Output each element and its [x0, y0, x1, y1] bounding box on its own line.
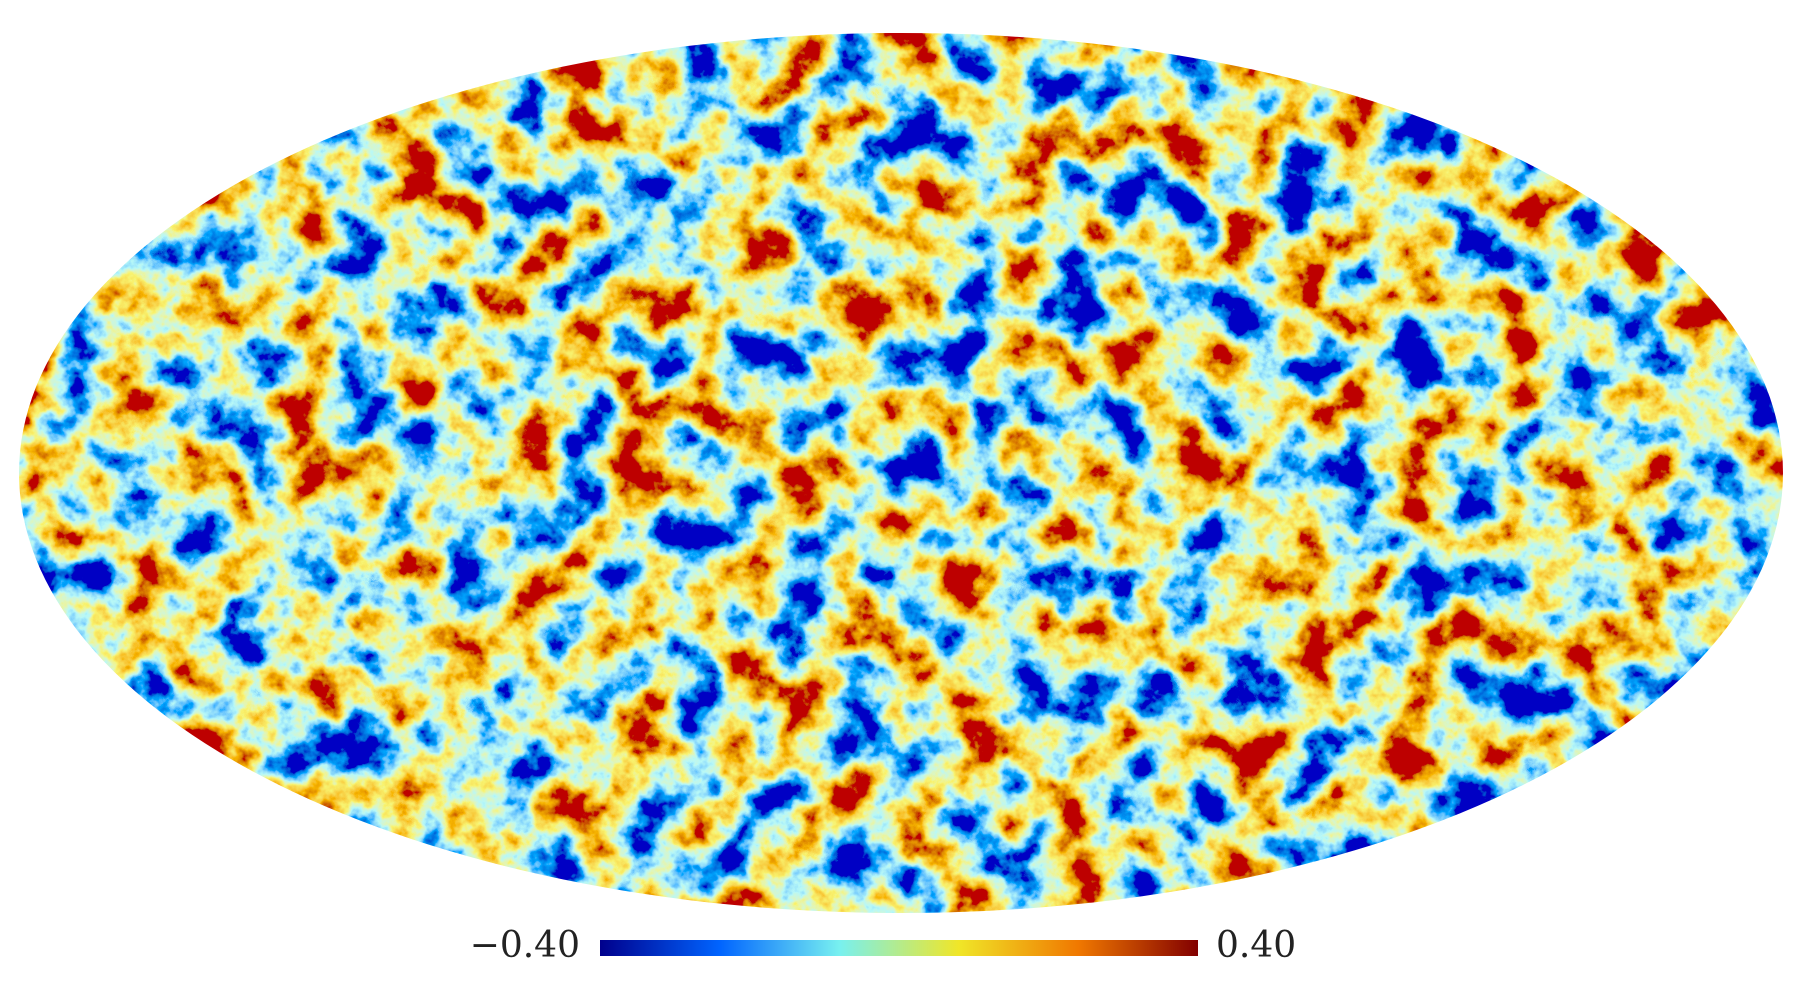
colorbar [600, 940, 1198, 956]
temperature-field [19, 33, 1783, 913]
colorbar-tick-label: 0.40 [1216, 925, 1296, 966]
mollweide-map [19, 33, 1783, 913]
colorbar-tick-label: −0.40 [470, 925, 580, 966]
